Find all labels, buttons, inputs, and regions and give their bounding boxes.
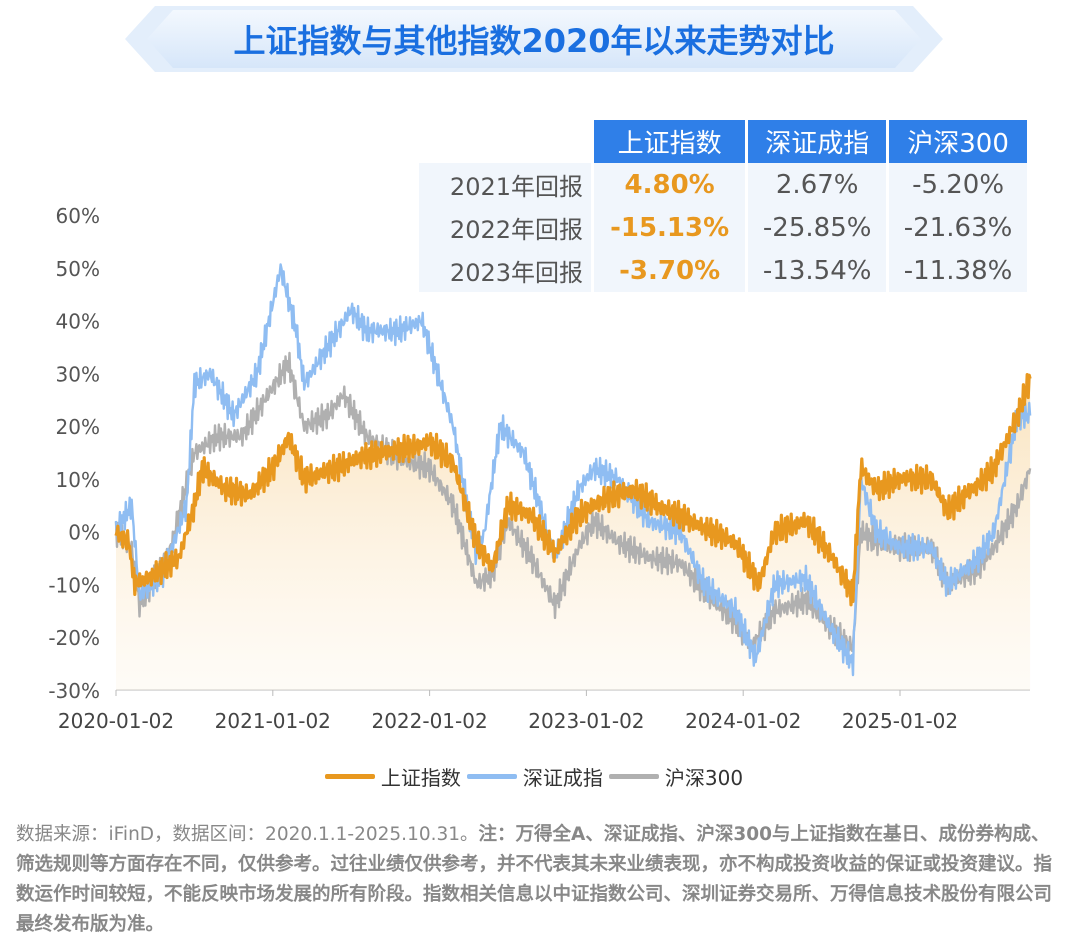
x-tick-label: 2021-01-02 bbox=[215, 709, 331, 733]
cell: -21.63% bbox=[889, 206, 1027, 249]
legend-item: 沪深300 bbox=[608, 762, 744, 791]
cell: 4.80% bbox=[594, 163, 746, 206]
chart-title: 上证指数与其他指数2020年以来走势对比 bbox=[233, 22, 835, 60]
table-row: 2021年回报 4.80% 2.67% -5.20% bbox=[419, 163, 1027, 206]
row-label: 2021年回报 bbox=[419, 163, 591, 206]
note-label: 注： bbox=[478, 824, 516, 845]
cell: -5.20% bbox=[889, 163, 1027, 206]
y-tick-label: 10% bbox=[56, 468, 100, 492]
cell: -15.13% bbox=[594, 206, 746, 249]
table-row: 2023年回报 -3.70% -13.54% -11.38% bbox=[419, 249, 1027, 292]
x-tick-label: 2020-01-02 bbox=[58, 709, 174, 733]
legend-label: 沪深300 bbox=[664, 766, 744, 790]
row-label: 2023年回报 bbox=[419, 249, 591, 292]
legend-label: 上证指数 bbox=[380, 766, 461, 790]
y-tick-label: 30% bbox=[56, 362, 100, 386]
x-tick-label: 2022-01-02 bbox=[371, 709, 487, 733]
legend-item: 上证指数 bbox=[324, 762, 461, 791]
note-text: 万得全A、深证成指、沪深300与上证指数在基日、成份券构成、筛选规则等方面存在不… bbox=[16, 824, 1053, 935]
x-tick-label: 2023-01-02 bbox=[528, 709, 644, 733]
cell: -13.54% bbox=[748, 249, 887, 292]
cell: -25.85% bbox=[748, 206, 887, 249]
y-tick-label: 60% bbox=[56, 204, 100, 228]
y-tick-label: -10% bbox=[48, 573, 100, 597]
legend-swatch bbox=[608, 774, 659, 779]
legend-swatch bbox=[324, 774, 375, 779]
cell: -3.70% bbox=[594, 249, 746, 292]
table-row: 2022年回报 -15.13% -25.85% -21.63% bbox=[419, 206, 1027, 249]
series-line-hs300 bbox=[114, 351, 1032, 654]
header-hs300: 沪深300 bbox=[889, 120, 1027, 163]
series-line-sz bbox=[114, 263, 1032, 677]
returns-table: 上证指数 深证成指 沪深300 2021年回报 4.80% 2.67% -5.20% … bbox=[416, 120, 1030, 292]
line-chart: -30% -20% -10% 0% 10% 20% 30% 40% 50% 60% 2020-01-… bbox=[48, 204, 1032, 733]
x-tick-label: 2025-01-02 bbox=[842, 709, 958, 733]
legend-label: 深证成指 bbox=[522, 766, 603, 790]
row-label: 2022年回报 bbox=[419, 206, 591, 249]
header-sh: 上证指数 bbox=[594, 120, 746, 163]
cell: 2.67% bbox=[748, 163, 887, 206]
legend-item: 深证成指 bbox=[466, 762, 603, 791]
legend: 上证指数 深证成指 沪深300 bbox=[0, 762, 1068, 791]
y-tick-label: 20% bbox=[56, 415, 100, 439]
title-banner bbox=[125, 6, 943, 72]
source-text: 数据来源：iFinD，数据区间：2020.1.1-2025.10.31。 bbox=[16, 824, 479, 845]
footnote: 数据来源：iFinD，数据区间：2020.1.1-2025.10.31。注：万得… bbox=[16, 820, 1056, 940]
y-tick-label: -20% bbox=[48, 626, 100, 650]
header-sz: 深证成指 bbox=[748, 120, 887, 163]
cell: -11.38% bbox=[889, 249, 1027, 292]
y-tick-label: 50% bbox=[56, 257, 100, 281]
y-tick-label: 40% bbox=[56, 310, 100, 334]
series-line-sh bbox=[114, 373, 1032, 607]
y-tick-label: 0% bbox=[68, 521, 100, 545]
legend-swatch bbox=[466, 774, 517, 779]
y-tick-label: -30% bbox=[48, 679, 100, 703]
x-tick-label: 2024-01-02 bbox=[685, 709, 801, 733]
